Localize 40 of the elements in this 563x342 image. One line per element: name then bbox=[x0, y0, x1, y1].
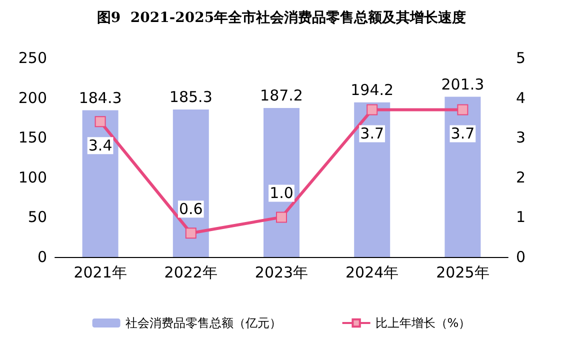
y2-tick-label: 1 bbox=[516, 208, 526, 226]
x-tick-label: 2023年 bbox=[254, 264, 308, 282]
bar bbox=[264, 108, 300, 257]
data-label: 1.0 bbox=[270, 184, 294, 202]
point bbox=[366, 104, 378, 116]
data-label: 185.3 bbox=[169, 88, 212, 106]
x-tick-label: 2024年 bbox=[346, 264, 399, 282]
y-tick-label: 150 bbox=[18, 128, 47, 147]
bar bbox=[82, 110, 118, 257]
y-tick-label: 200 bbox=[18, 88, 47, 107]
data-label: 184.3 bbox=[78, 88, 122, 107]
data-label: 3.4 bbox=[88, 136, 112, 155]
y2-tick-label: 5 bbox=[516, 49, 526, 67]
x-tick-label: 2022年 bbox=[164, 264, 218, 282]
data-label: 201.3 bbox=[441, 75, 484, 94]
data-label: 194.2 bbox=[350, 80, 394, 99]
data-label: 3.7 bbox=[450, 124, 475, 143]
data-label: 0.6 bbox=[178, 200, 203, 218]
data-label: 187.2 bbox=[260, 86, 303, 104]
bar bbox=[172, 110, 209, 257]
y-tick-label: 0 bbox=[37, 248, 47, 266]
y2-tick-label: 2 bbox=[516, 168, 526, 186]
y-tick-label: 100 bbox=[18, 168, 47, 186]
chart-title: 图9 2021-2025年全市社会消费品零售总额及其增长速度 bbox=[96, 9, 466, 26]
point bbox=[185, 228, 196, 239]
y2-tick-label: 3 bbox=[516, 128, 526, 147]
bar bbox=[444, 96, 481, 257]
x-tick-label: 2021年 bbox=[74, 264, 127, 282]
legend-label: 比上年增长（%） bbox=[375, 316, 471, 330]
y2-tick-label: 0 bbox=[516, 248, 526, 266]
legend-label: 社会消费品零售总额（亿元） bbox=[125, 316, 282, 330]
point bbox=[94, 116, 106, 128]
point bbox=[457, 104, 468, 116]
y-tick-label: 50 bbox=[28, 208, 47, 226]
data-label: 3.7 bbox=[360, 124, 384, 143]
y2-tick-label: 4 bbox=[516, 88, 526, 107]
y-tick-label: 250 bbox=[18, 49, 47, 67]
bar bbox=[354, 102, 390, 257]
x-tick-label: 2025年 bbox=[436, 264, 490, 282]
point bbox=[276, 212, 287, 223]
